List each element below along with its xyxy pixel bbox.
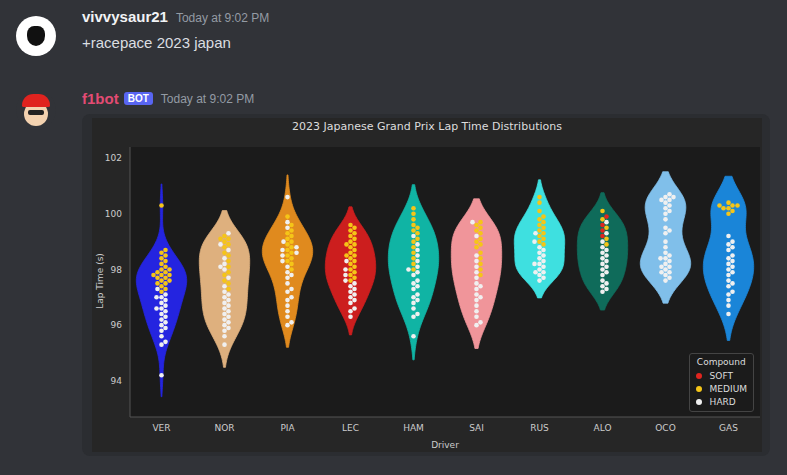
svg-text:HAM: HAM xyxy=(403,423,424,433)
svg-text:ALO: ALO xyxy=(594,423,612,433)
svg-text:PIA: PIA xyxy=(280,423,295,433)
svg-text:94: 94 xyxy=(111,376,123,386)
svg-text:SAI: SAI xyxy=(469,423,484,433)
html-text:Lap Time (s): Lap Time (s) xyxy=(95,253,105,309)
html-text:SOFT: SOFT xyxy=(709,370,733,381)
html-text:Compound: Compound xyxy=(696,357,746,367)
svg-text:Driver: Driver xyxy=(431,440,459,450)
svg-text:RUS: RUS xyxy=(530,423,549,433)
svg-text:GAS: GAS xyxy=(719,423,738,433)
html-text:Today at 9:02 PM: Today at 9:02 PM xyxy=(175,11,270,25)
html-text:+racepace 2023 japan: +racepace 2023 japan xyxy=(82,34,231,51)
html-text:Today at 9:02 PM: Today at 9:02 PM xyxy=(160,91,255,106)
html-text:MEDIUM: MEDIUM xyxy=(709,383,747,394)
svg-text:100: 100 xyxy=(105,209,122,219)
html-text:vivvysaur21: vivvysaur21 xyxy=(82,8,168,25)
svg-text:OCO: OCO xyxy=(655,423,675,433)
svg-text:LEC: LEC xyxy=(342,423,359,433)
html-text:HARD: HARD xyxy=(709,396,736,407)
svg-text:VER: VER xyxy=(152,423,170,433)
html-text:f1bot: f1bot xyxy=(82,90,119,107)
svg-text:98: 98 xyxy=(111,265,123,275)
svg-text:102: 102 xyxy=(105,153,122,163)
html-text:BOT: BOT xyxy=(127,93,149,104)
svg-text:96: 96 xyxy=(111,320,123,330)
html-text:2023 Japanese Grand Prix Lap T: 2023 Japanese Grand Prix Lap Time Distri… xyxy=(292,120,562,133)
svg-text:NOR: NOR xyxy=(214,423,234,433)
